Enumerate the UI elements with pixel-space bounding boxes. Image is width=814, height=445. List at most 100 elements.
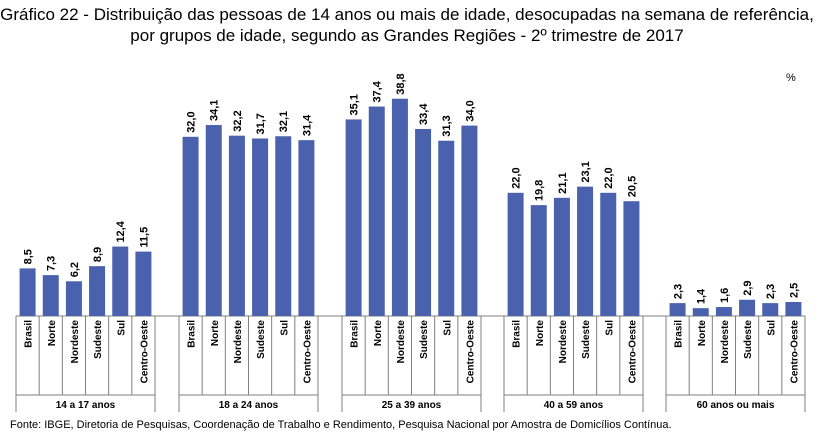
bar-18-a-24-anos-brasil (182, 136, 199, 316)
bar-60-anos-ou-mais-norte (692, 308, 709, 316)
region-label-25-a-39-anos-centro-oeste: Centro-Oeste (465, 320, 476, 384)
group-label-60-anos-ou-mais: 60 anos ou mais (697, 400, 775, 411)
data-label-14-a-17-anos-norte: 7,3 (46, 256, 58, 271)
region-label-40-a-59-anos-sul: Sul (604, 320, 615, 336)
data-label-25-a-39-anos-centro-oeste: 34,0 (464, 100, 476, 121)
region-label-25-a-39-anos-brasil: Brasil (350, 320, 361, 348)
group-label-25-a-39-anos: 25 a 39 anos (382, 400, 442, 411)
bar-40-a-59-anos-nordeste (553, 197, 570, 316)
bar-25-a-39-anos-norte (368, 106, 385, 316)
group-label-40-a-59-anos: 40 a 59 anos (544, 400, 604, 411)
region-label-14-a-17-anos-sudeste: Sudeste (93, 320, 104, 359)
region-label-25-a-39-anos-sul: Sul (442, 320, 453, 336)
data-label-18-a-24-anos-nordeste: 32,2 (232, 110, 244, 131)
bar-14-a-17-anos-sul (112, 246, 129, 316)
data-label-25-a-39-anos-sul: 31,3 (441, 115, 453, 136)
region-label-40-a-59-anos-centro-oeste: Centro-Oeste (627, 320, 638, 384)
bar-60-anos-ou-mais-sul (762, 303, 779, 316)
bar-40-a-59-anos-sudeste (577, 186, 594, 316)
region-label-40-a-59-anos-norte: Norte (535, 320, 546, 347)
bar-25-a-39-anos-sudeste (415, 128, 432, 316)
data-label-14-a-17-anos-sudeste: 8,9 (92, 247, 104, 262)
region-label-60-anos-ou-mais-sudeste: Sudeste (743, 320, 754, 359)
region-label-14-a-17-anos-norte: Norte (47, 320, 58, 347)
chart-title-line-1: Gráfico 22 - Distribuição das pessoas de… (0, 5, 814, 24)
region-label-18-a-24-anos-sudeste: Sudeste (256, 320, 267, 359)
region-label-14-a-17-anos-nordeste: Nordeste (70, 320, 81, 364)
data-label-40-a-59-anos-sul: 22,0 (603, 167, 615, 188)
data-label-40-a-59-anos-nordeste: 21,1 (557, 172, 569, 193)
bar-14-a-17-anos-nordeste (65, 281, 82, 316)
bar-60-anos-ou-mais-centro-oeste (785, 302, 802, 316)
bar-25-a-39-anos-nordeste (391, 98, 408, 316)
bar-25-a-39-anos-centro-oeste (461, 125, 478, 316)
data-label-18-a-24-anos-sudeste: 31,7 (255, 113, 267, 134)
data-label-40-a-59-anos-centro-oeste: 20,5 (626, 176, 638, 197)
data-label-25-a-39-anos-nordeste: 38,8 (395, 73, 407, 94)
data-label-18-a-24-anos-centro-oeste: 31,4 (301, 114, 313, 136)
data-label-40-a-59-anos-norte: 19,8 (534, 180, 546, 201)
region-label-18-a-24-anos-sul: Sul (279, 320, 290, 336)
bar-40-a-59-anos-centro-oeste (623, 201, 640, 316)
data-label-14-a-17-anos-nordeste: 6,2 (69, 262, 81, 277)
source-note: Fonte: IBGE, Diretoria de Pesquisas, Coo… (10, 419, 672, 431)
bar-40-a-59-anos-norte (530, 205, 547, 316)
bar-40-a-59-anos-brasil (507, 192, 524, 316)
region-label-40-a-59-anos-brasil: Brasil (512, 320, 523, 348)
region-label-14-a-17-anos-centro-oeste: Centro-Oeste (139, 320, 150, 384)
bar-14-a-17-anos-centro-oeste (135, 251, 152, 316)
region-label-25-a-39-anos-sudeste: Sudeste (419, 320, 430, 359)
bar-25-a-39-anos-brasil (345, 119, 362, 316)
bar-18-a-24-anos-norte (205, 125, 222, 316)
bar-18-a-24-anos-sudeste (252, 138, 269, 316)
bar-18-a-24-anos-centro-oeste (298, 140, 315, 316)
bar-60-anos-ou-mais-nordeste (715, 307, 732, 316)
bar-60-anos-ou-mais-sudeste (739, 299, 756, 316)
data-label-18-a-24-anos-sul: 32,1 (278, 111, 290, 132)
bar-25-a-39-anos-sul (438, 140, 455, 316)
unit-label: % (786, 72, 796, 84)
bar-14-a-17-anos-sudeste (89, 266, 106, 316)
region-label-60-anos-ou-mais-sul: Sul (766, 320, 777, 336)
data-label-14-a-17-anos-brasil: 8,5 (23, 249, 35, 264)
data-label-40-a-59-anos-sudeste: 23,1 (580, 161, 592, 182)
bar-14-a-17-anos-norte (42, 275, 59, 316)
region-label-14-a-17-anos-sul: Sul (116, 320, 127, 336)
data-label-60-anos-ou-mais-nordeste: 1,6 (719, 288, 731, 303)
data-label-25-a-39-anos-sudeste: 33,4 (418, 103, 430, 125)
chart-title-line-2: por grupos de idade, segundo as Grandes … (130, 26, 684, 45)
region-label-18-a-24-anos-norte: Norte (210, 320, 221, 347)
data-label-60-anos-ou-mais-norte: 1,4 (696, 288, 708, 304)
region-label-60-anos-ou-mais-brasil: Brasil (674, 320, 685, 348)
bar-40-a-59-anos-sul (600, 192, 617, 316)
data-label-18-a-24-anos-brasil: 32,0 (186, 111, 198, 132)
region-label-60-anos-ou-mais-centro-oeste: Centro-Oeste (789, 320, 800, 384)
data-label-14-a-17-anos-centro-oeste: 11,5 (138, 227, 150, 248)
data-label-60-anos-ou-mais-sudeste: 2,9 (742, 280, 754, 295)
data-label-25-a-39-anos-brasil: 35,1 (349, 94, 361, 115)
region-label-14-a-17-anos-brasil: Brasil (24, 320, 35, 348)
region-label-40-a-59-anos-nordeste: Nordeste (558, 320, 569, 364)
region-label-18-a-24-anos-brasil: Brasil (187, 320, 198, 348)
bar-18-a-24-anos-sul (275, 136, 292, 316)
group-label-14-a-17-anos: 14 a 17 anos (56, 400, 116, 411)
region-label-18-a-24-anos-nordeste: Nordeste (233, 320, 244, 364)
bar-60-anos-ou-mais-brasil (669, 303, 686, 316)
data-label-60-anos-ou-mais-sul: 2,3 (765, 284, 777, 299)
region-label-60-anos-ou-mais-nordeste: Nordeste (720, 320, 731, 364)
region-label-25-a-39-anos-nordeste: Nordeste (396, 320, 407, 364)
data-label-14-a-17-anos-sul: 12,4 (115, 220, 127, 242)
bar-18-a-24-anos-nordeste (228, 135, 245, 316)
region-label-18-a-24-anos-centro-oeste: Centro-Oeste (302, 320, 313, 384)
data-label-60-anos-ou-mais-brasil: 2,3 (673, 284, 685, 299)
data-label-40-a-59-anos-brasil: 22,0 (511, 167, 523, 188)
group-label-18-a-24-anos: 18 a 24 anos (219, 400, 279, 411)
region-label-60-anos-ou-mais-norte: Norte (697, 320, 708, 347)
data-label-25-a-39-anos-norte: 37,4 (372, 80, 384, 102)
data-label-60-anos-ou-mais-centro-oeste: 2,5 (788, 283, 800, 298)
region-label-25-a-39-anos-norte: Norte (373, 320, 384, 347)
region-label-40-a-59-anos-sudeste: Sudeste (581, 320, 592, 359)
data-label-18-a-24-anos-norte: 34,1 (209, 100, 221, 121)
bar-14-a-17-anos-brasil (19, 268, 36, 316)
